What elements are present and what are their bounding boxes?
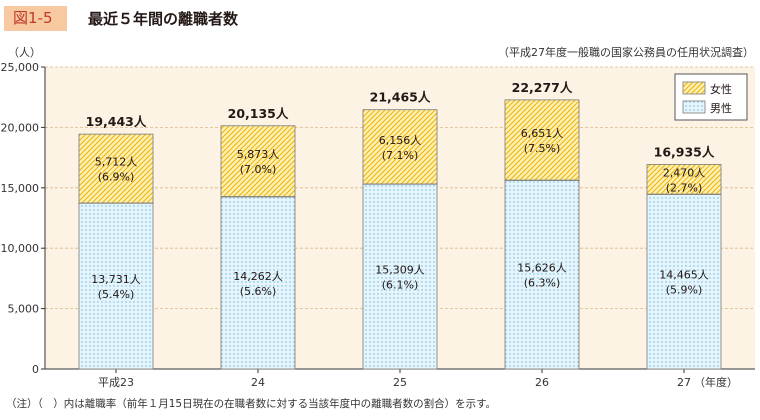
label-total: 19,443人 [86, 114, 147, 129]
bar-male [504, 179, 580, 370]
label-male-count: 15,309人 [375, 264, 425, 277]
label-female-count: 6,156人 [379, 134, 422, 147]
x-tick-label: 24 [251, 376, 265, 389]
label-male-count: 15,626人 [517, 262, 567, 275]
figure-note: （注）（ ）内は離職率（前年１月15日現在の在職者数に対する当該年度中の離職者数… [6, 398, 497, 410]
figure-source: （平成27年度一般職の国家公務員の任用状況調査） [498, 46, 754, 59]
bar-male [646, 193, 722, 370]
data-labels: 13,731人 (5.4%) 5,712人 (6.9%) 19,443人 14,262人 (… [86, 80, 715, 301]
y-tick-label: 20,000 [1, 121, 40, 134]
bar-male [78, 202, 154, 370]
label-female-count: 6,651人 [521, 127, 564, 140]
legend-swatch [682, 100, 706, 114]
label-female-count: 5,712人 [95, 156, 138, 169]
label-male-rate: (6.1%) [382, 279, 419, 292]
label-female-rate: (2.7%) [666, 181, 703, 194]
axes: 0 5,000 10,000 15,000 20,000 25,000 平成23 24 25 26… [1, 61, 755, 389]
figure-title: 最近５年間の離職者数 [88, 10, 239, 28]
label-male-count: 14,262人 [233, 270, 283, 283]
bar-male [362, 183, 438, 370]
legend-swatch [682, 81, 706, 95]
x-axis-unit: （年度） [694, 375, 738, 389]
label-female-count: 5,873人 [237, 148, 280, 161]
bar-female [78, 133, 154, 204]
label-female-rate: (7.1%) [382, 149, 419, 162]
bars [78, 99, 722, 370]
y-axis-unit: （人） [8, 46, 41, 59]
bar-female [362, 109, 438, 185]
label-total: 21,465人 [370, 90, 431, 105]
label-male-rate: (6.3%) [524, 277, 561, 290]
legend-label: 女性 [710, 82, 732, 96]
bar-female [220, 125, 296, 198]
label-male-rate: (5.6%) [240, 285, 277, 298]
x-tick-label: 26 [535, 376, 549, 389]
bar-male [220, 196, 296, 370]
x-tick-label: 25 [393, 376, 407, 389]
y-tick-label: 10,000 [1, 242, 40, 255]
y-tick-label: 0 [32, 363, 39, 376]
label-female-rate: (7.0%) [240, 163, 277, 176]
label-female-rate: (6.9%) [98, 171, 135, 184]
x-tick-label: 27 [677, 376, 691, 389]
label-male-count: 14,465人 [659, 269, 709, 282]
legend-label: 男性 [710, 101, 732, 115]
x-tick-label: 平成23 [98, 376, 134, 389]
figure-number: 図1-5 [4, 6, 67, 31]
label-total: 20,135人 [228, 106, 289, 121]
label-male-count: 13,731人 [91, 273, 141, 286]
label-female-rate: (7.5%) [524, 142, 561, 155]
bar-female [504, 99, 580, 181]
label-total: 22,277人 [512, 80, 573, 95]
label-total: 16,935人 [654, 144, 715, 159]
label-male-rate: (5.9%) [666, 284, 703, 297]
label-female-count: 2,470人 [663, 166, 706, 179]
y-tick-label: 15,000 [1, 182, 40, 195]
y-tick-label: 25,000 [1, 61, 40, 74]
y-tick-label: 5,000 [8, 303, 40, 316]
label-male-rate: (5.4%) [98, 288, 135, 301]
